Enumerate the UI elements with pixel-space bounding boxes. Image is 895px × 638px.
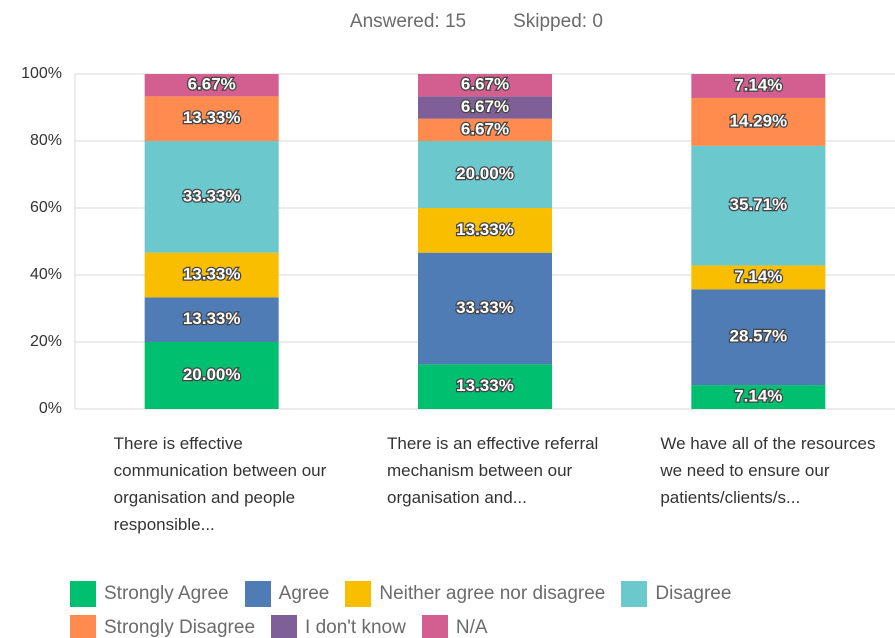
bar-segment [144,342,279,409]
legend-item: I don't know [271,614,406,638]
legend-item: N/A [421,614,488,638]
bar-segment [418,364,552,409]
legend-label: N/A [455,617,488,638]
bar-segment [418,118,552,142]
bar-segment [144,96,279,142]
answered: Answered: 15 [350,11,466,32]
data-label: 13.33% [183,309,241,328]
x-tick-label: We have all of the resources we need to … [660,434,876,507]
legend-swatch [70,615,96,638]
bar-segment [691,97,826,146]
legend-swatch [345,581,372,607]
legend-item: Neither agree nor disagree [345,580,605,608]
data-label: 14.29% [729,111,787,130]
data-label: 35.71% [729,195,787,214]
bar-segment [144,141,279,253]
legend-swatch [271,615,298,638]
bar-segment [418,141,552,209]
y-tick-label: 20% [30,333,62,350]
legend: Strongly Agree Agree Neither agree nor dis… [70,580,895,638]
data-label: 13.33% [456,220,514,239]
bar-segment [418,74,552,97]
bar-segment [144,252,279,298]
legend-label: Strongly Agree [104,583,229,604]
legend-item: Strongly Agree [70,580,229,608]
skipped: Skipped: 0 [513,11,603,32]
data-label: 6.67% [461,119,509,138]
legend-label: Strongly Disagree [104,617,256,638]
bar-segment [144,297,279,342]
bar-segment [691,74,826,98]
data-label: 7.14% [734,267,782,286]
legend-item: Disagree [621,580,731,608]
bar-segment [418,208,552,253]
data-label: 13.33% [183,108,241,127]
y-tick-label: 100% [21,65,62,82]
data-label: 13.33% [456,376,514,395]
legend-swatch [244,581,271,607]
legend-swatch [421,615,448,638]
bar-segment [418,96,552,119]
y-tick-label: 40% [30,266,62,283]
chart: Answered: 15 Skipped: 0 0% 20% 40% 60% 80% 10… [21,11,895,417]
data-label: 6.67% [461,97,509,116]
y-tick-label: 60% [30,199,62,216]
legend-label: Disagree [655,583,732,604]
bar-segment [418,252,552,365]
bar-segment [691,265,826,290]
legend-label: I don't know [305,617,406,638]
bar-segment [144,74,279,97]
data-label: 13.33% [183,265,241,284]
data-label: 33.33% [456,298,514,317]
bar-segment [691,289,826,386]
data-label: 20.00% [456,164,514,183]
x-tick-label: There is effective communication between… [113,434,327,534]
x-tick-label: There is an effective referral mechanism… [387,434,599,507]
data-label: 6.67% [188,75,236,94]
legend-item: Agree [244,580,330,608]
legend-label: Neither agree nor disagree [379,583,606,604]
y-tick-label: 80% [30,132,62,149]
data-label: 6.67% [461,75,509,94]
bar-segment [691,145,826,266]
data-label: 28.57% [729,327,787,346]
legend-swatch [70,581,96,607]
y-tick-label: 0% [39,400,62,417]
data-label: 20.00% [183,365,241,384]
legend-swatch [621,581,648,607]
data-label: 33.33% [183,186,241,205]
legend-item: Strongly Disagree [70,614,255,638]
data-label: 7.14% [734,75,782,94]
bar-segment [691,385,826,409]
data-label: 7.14% [734,387,782,406]
legend-label: Agree [278,583,330,604]
